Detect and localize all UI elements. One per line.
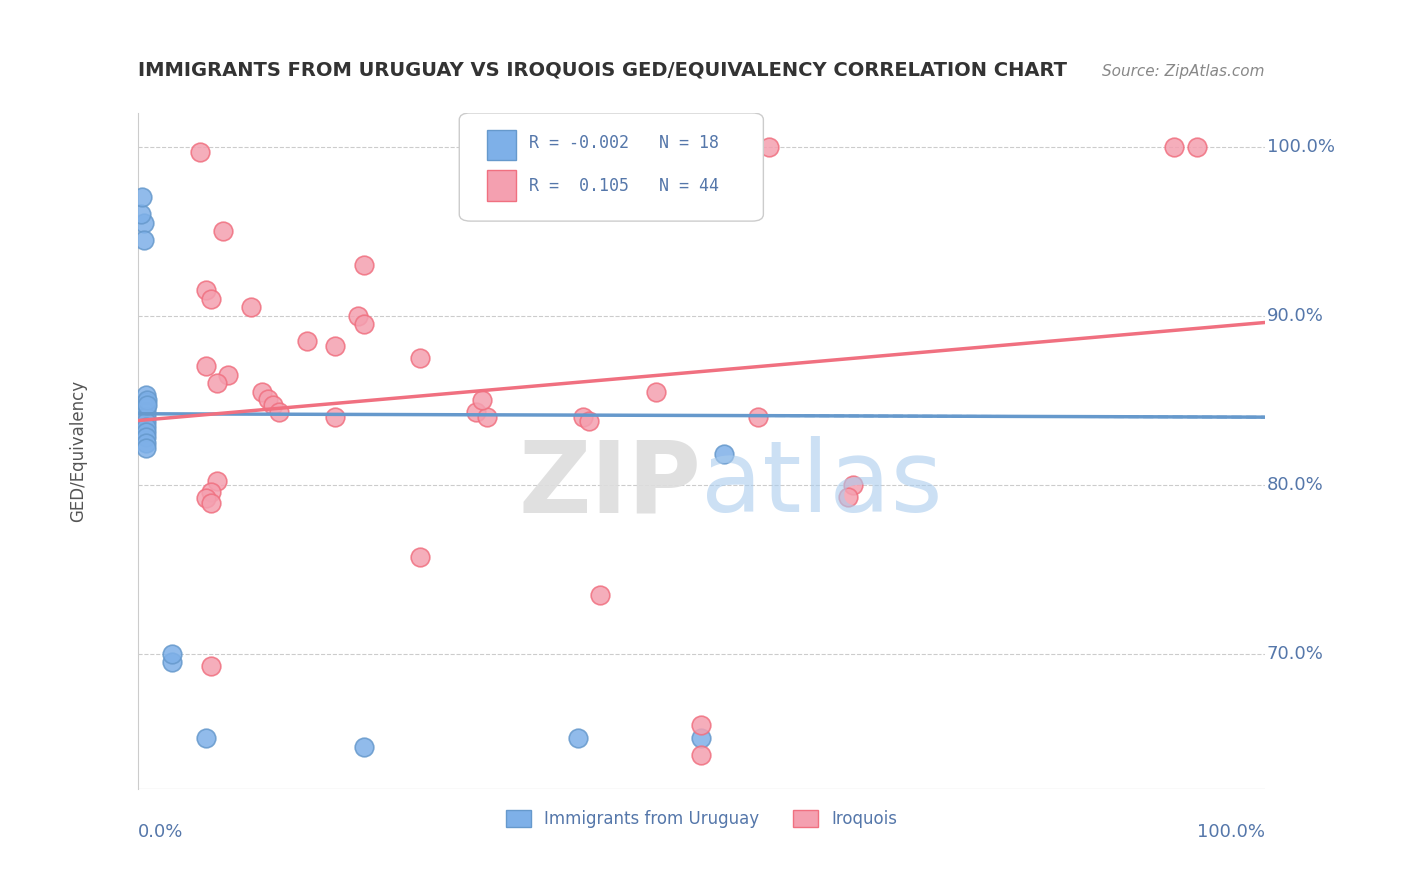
Point [205, 475, 228, 489]
Point [194, 359, 217, 374]
Text: 80.0%: 80.0% [1267, 475, 1323, 494]
Point [136, 393, 159, 408]
Point [262, 398, 284, 412]
Point [353, 739, 375, 754]
Point [205, 376, 228, 391]
Point [267, 405, 290, 419]
Point [256, 392, 278, 406]
Point [471, 393, 494, 408]
Point [690, 718, 713, 732]
Text: IMMIGRANTS FROM URUGUAY VS IROQUOIS GED/EQUIVALENCY CORRELATION CHART: IMMIGRANTS FROM URUGUAY VS IROQUOIS GED/… [138, 60, 1067, 79]
Point [409, 351, 432, 365]
FancyBboxPatch shape [460, 113, 763, 221]
Point [200, 658, 222, 673]
Text: 100.0%: 100.0% [1197, 822, 1264, 841]
Text: 0.0%: 0.0% [138, 822, 184, 841]
Text: 100.0%: 100.0% [1267, 137, 1334, 156]
Point [200, 292, 222, 306]
Point [160, 655, 183, 669]
Point [135, 395, 157, 409]
Point [1185, 140, 1208, 154]
Point [713, 447, 735, 461]
Point [132, 216, 155, 230]
Legend: Immigrants from Uruguay, Iroquois: Immigrants from Uruguay, Iroquois [499, 803, 904, 835]
Point [477, 410, 499, 425]
Point [1163, 140, 1185, 154]
Text: 90.0%: 90.0% [1267, 307, 1323, 325]
FancyBboxPatch shape [488, 130, 516, 161]
Point [135, 425, 157, 440]
Point [135, 405, 157, 419]
Point [589, 588, 612, 602]
Text: atlas: atlas [702, 436, 943, 533]
Point [135, 430, 157, 444]
Point [194, 284, 217, 298]
Point [135, 410, 157, 425]
Point [690, 748, 713, 763]
Point [409, 550, 432, 565]
Point [578, 413, 600, 427]
Point [250, 384, 273, 399]
Point [842, 477, 865, 491]
Point [135, 415, 157, 429]
Point [645, 384, 668, 399]
Point [132, 233, 155, 247]
Point [188, 145, 211, 159]
Point [135, 435, 157, 450]
Point [735, 145, 758, 159]
Point [239, 301, 262, 315]
Point [325, 410, 347, 425]
Point [325, 339, 347, 353]
Point [135, 441, 157, 455]
Point [135, 400, 157, 414]
Point [690, 731, 713, 746]
FancyBboxPatch shape [488, 170, 516, 201]
Text: R = -0.002   N = 18: R = -0.002 N = 18 [529, 135, 718, 153]
Point [194, 731, 217, 746]
Point [129, 207, 152, 221]
Point [131, 190, 153, 204]
Point [211, 224, 233, 238]
Point [747, 410, 769, 425]
Point [297, 334, 319, 348]
Point [837, 490, 859, 504]
Point [572, 410, 595, 425]
Point [160, 647, 183, 661]
Point [200, 484, 222, 499]
Text: ZIP: ZIP [519, 436, 702, 533]
Text: R =  0.105   N = 44: R = 0.105 N = 44 [529, 177, 718, 195]
Point [200, 496, 222, 510]
Point [713, 145, 735, 159]
Point [567, 731, 589, 746]
Point [465, 145, 488, 159]
Point [217, 368, 239, 382]
Point [465, 405, 488, 419]
Point [353, 258, 375, 272]
Text: 70.0%: 70.0% [1267, 645, 1323, 663]
Point [135, 420, 157, 434]
Point [758, 140, 780, 154]
Point [194, 491, 217, 506]
Point [136, 398, 159, 412]
Point [353, 317, 375, 331]
Point [550, 145, 572, 159]
Text: GED/Equivalency: GED/Equivalency [69, 380, 87, 522]
Point [347, 309, 370, 323]
Text: Source: ZipAtlas.com: Source: ZipAtlas.com [1102, 64, 1264, 79]
Point [135, 388, 157, 402]
